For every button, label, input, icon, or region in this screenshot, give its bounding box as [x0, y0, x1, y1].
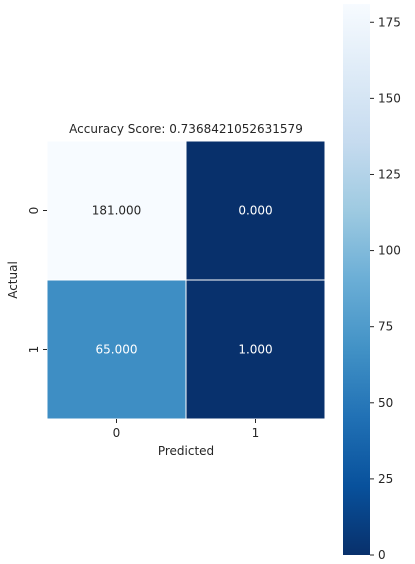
colorbar-tick-label: 125 — [378, 167, 401, 181]
colorbar-tick-label: 150 — [378, 91, 401, 105]
heatmap-cell-label: 65.000 — [96, 343, 138, 357]
heatmap-cell-label: 1.000 — [238, 343, 272, 357]
x-axis-label: Predicted — [158, 444, 214, 458]
heatmap-cell — [185, 279, 326, 420]
colorbar-tick-label: 0 — [378, 548, 386, 562]
colorbar-tick-label: 100 — [378, 244, 401, 258]
colorbar-tick-label: 50 — [378, 396, 393, 410]
heatmap-cell-labels: 181.000 0.000 65.000 1.000 — [92, 204, 273, 357]
heatmap-cell — [46, 140, 187, 281]
x-tick-label: 1 — [252, 426, 260, 440]
y-axis-label: Actual — [6, 261, 20, 299]
y-tick-label: 1 — [27, 346, 41, 354]
colorbar-tick-label: 75 — [378, 320, 393, 334]
chart-title: Accuracy Score: 0.7368421052631579 — [69, 122, 303, 136]
heatmap-cells — [46, 140, 326, 420]
y-axis-ticks: 01 — [27, 207, 47, 354]
heatmap-cell-label: 181.000 — [92, 204, 142, 218]
colorbar-tick-label: 175 — [378, 15, 401, 29]
colorbar-tick-label: 25 — [378, 472, 393, 486]
heatmap-cell — [46, 279, 187, 420]
colorbar-ticks: 0 25 50 75 100 125 150 175 — [370, 15, 401, 562]
x-tick-label: 0 — [113, 426, 121, 440]
heatmap-cell-label: 0.000 — [238, 204, 272, 218]
colorbar — [343, 4, 370, 555]
y-tick-label: 0 — [27, 207, 41, 215]
heatmap-cell — [185, 140, 326, 281]
